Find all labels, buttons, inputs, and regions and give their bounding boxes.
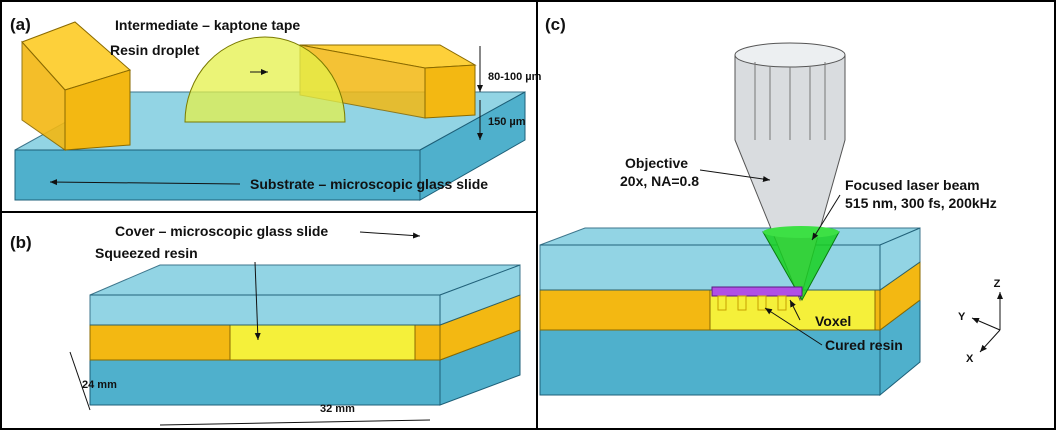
annotation: 20x, NA=0.8 bbox=[620, 173, 699, 189]
annotation: Intermediate – kaptone tape bbox=[115, 17, 300, 33]
annotation: Cover – microscopic glass slide bbox=[115, 223, 328, 239]
annotation: Substrate – microscopic glass slide bbox=[250, 176, 488, 192]
axis-label: Y bbox=[958, 311, 966, 323]
annotation: Objective bbox=[625, 155, 688, 171]
annotation: Voxel bbox=[815, 313, 851, 329]
annotation: 150 µm bbox=[488, 116, 526, 128]
annotation: 515 nm, 300 fs, 200kHz bbox=[845, 195, 997, 211]
annotation: Cured resin bbox=[825, 337, 903, 353]
annotation: 32 mm bbox=[320, 403, 355, 415]
panel-a: (a) Intermediate – kaptone tape Resin dr… bbox=[10, 15, 542, 200]
annotation: 24 mm bbox=[82, 379, 117, 391]
axis-label: Z bbox=[994, 278, 1001, 290]
panel-label: (c) bbox=[545, 15, 566, 34]
annotation: Focused laser beam bbox=[845, 177, 980, 193]
panel-label: (b) bbox=[10, 233, 32, 252]
panel-label: (a) bbox=[10, 15, 31, 34]
panel-c: (c) Objective 20x, NA=0.8 Focused laser … bbox=[540, 15, 1001, 395]
annotation: Resin droplet bbox=[110, 42, 200, 58]
figure: (a) Intermediate – kaptone tape Resin dr… bbox=[0, 0, 1056, 430]
axis-label: X bbox=[966, 353, 974, 365]
annotation: 80-100 µm bbox=[488, 71, 542, 83]
annotation: Squeezed resin bbox=[95, 245, 198, 261]
panel-b: (b) Cover – microscopic glass slide Sque… bbox=[10, 223, 520, 425]
